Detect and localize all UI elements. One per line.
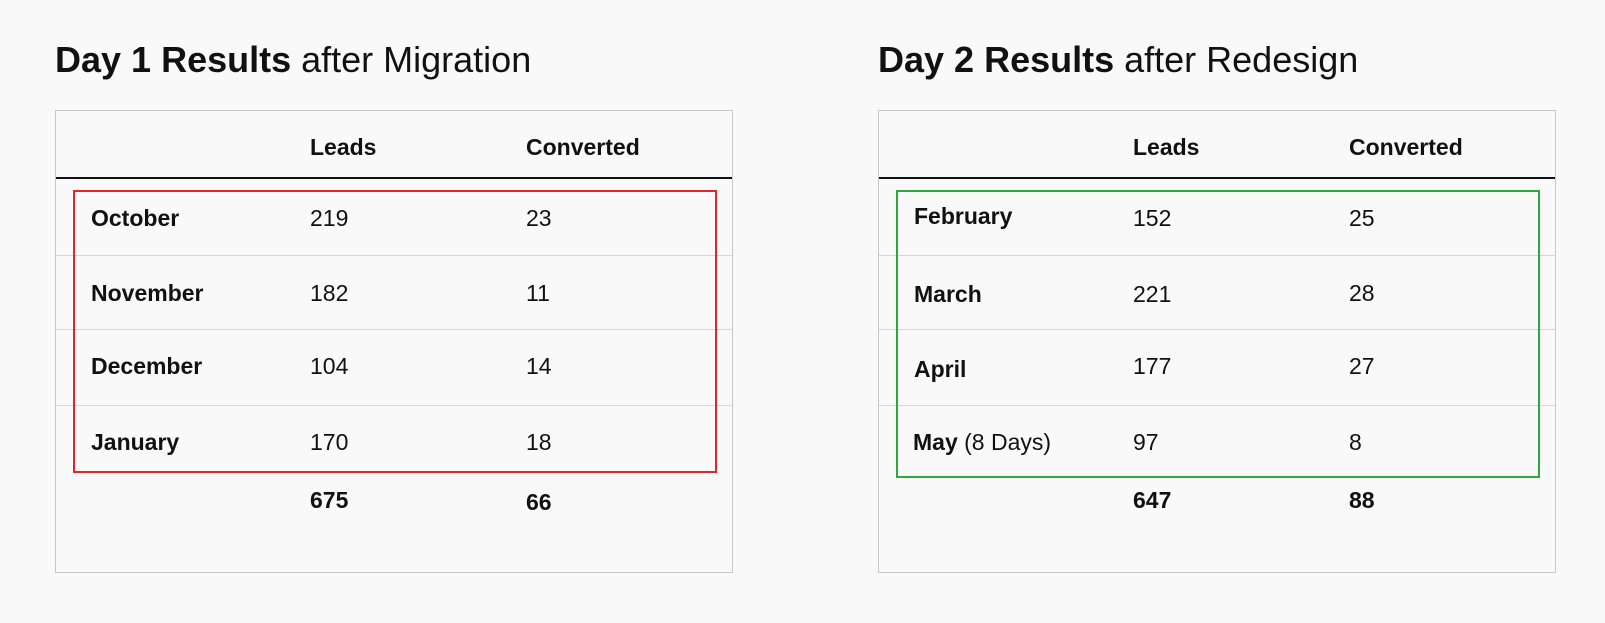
table-row: March 221 28: [879, 256, 1555, 330]
converted-cell: 28: [1349, 280, 1375, 306]
leads-cell: 104: [310, 353, 349, 379]
leads-cell: 219: [310, 205, 349, 231]
month-cell: May (8 Days): [913, 428, 1051, 456]
leads-cell: 177: [1133, 353, 1172, 379]
converted-cell: 27: [1349, 353, 1375, 379]
converted-column-header: Converted: [526, 134, 640, 160]
leads-cell: 97: [1133, 429, 1159, 455]
total-leads: 647: [1133, 487, 1172, 513]
day1-title-light: after Migration: [301, 39, 532, 80]
converted-cell: 23: [526, 205, 552, 231]
totals-row: 647 88: [879, 481, 1555, 521]
table-row: April 177 27: [879, 330, 1555, 406]
leads-cell: 182: [310, 280, 349, 306]
converted-cell: 14: [526, 353, 552, 379]
month-cell: December: [91, 353, 203, 379]
day2-results-table: Leads Converted February 152 25 March 22…: [878, 110, 1556, 573]
total-converted: 88: [1349, 487, 1375, 513]
month-cell: November: [91, 280, 204, 306]
converted-cell: 11: [526, 280, 550, 306]
month-note: (8 Days): [964, 429, 1052, 455]
total-leads: 675: [310, 487, 349, 513]
converted-cell: 8: [1349, 429, 1362, 455]
day1-results-panel: Day 1 Results after Migration Leads Conv…: [55, 0, 735, 623]
total-converted: 66: [526, 489, 552, 515]
table-row: February 152 25: [879, 179, 1555, 256]
table-header-row: Leads Converted: [56, 111, 732, 179]
leads-cell: 170: [310, 429, 349, 455]
leads-cell: 221: [1133, 281, 1172, 307]
converted-column-header: Converted: [1349, 134, 1463, 160]
leads-column-header: Leads: [1133, 134, 1200, 160]
month-cell: February: [914, 203, 1013, 229]
day2-results-panel: Day 2 Results after Redesign Leads Conve…: [878, 0, 1558, 623]
day2-title-light: after Redesign: [1124, 39, 1359, 80]
table-header-row: Leads Converted: [879, 111, 1555, 179]
day1-results-table: Leads Converted October 219 23 November …: [55, 110, 733, 573]
day1-title-bold: Day 1 Results: [55, 39, 292, 80]
table-row: October 219 23: [56, 179, 732, 256]
totals-row: 675 66: [56, 481, 732, 521]
month-cell: October: [91, 205, 180, 231]
month-cell: April: [914, 356, 967, 382]
day1-title: Day 1 Results after Migration: [55, 38, 531, 82]
table-row: November 182 11: [56, 256, 732, 330]
leads-cell: 152: [1133, 205, 1172, 231]
converted-cell: 18: [526, 429, 552, 455]
month-name: May: [913, 429, 958, 455]
table-row: December 104 14: [56, 330, 732, 406]
table-row: January 170 18: [56, 406, 732, 466]
month-cell: March: [914, 281, 982, 307]
day2-title: Day 2 Results after Redesign: [878, 38, 1358, 82]
table-row: May (8 Days) 97 8: [879, 406, 1555, 466]
converted-cell: 25: [1349, 205, 1375, 231]
day2-title-bold: Day 2 Results: [878, 39, 1115, 80]
month-cell: January: [91, 429, 180, 455]
leads-column-header: Leads: [310, 134, 377, 160]
